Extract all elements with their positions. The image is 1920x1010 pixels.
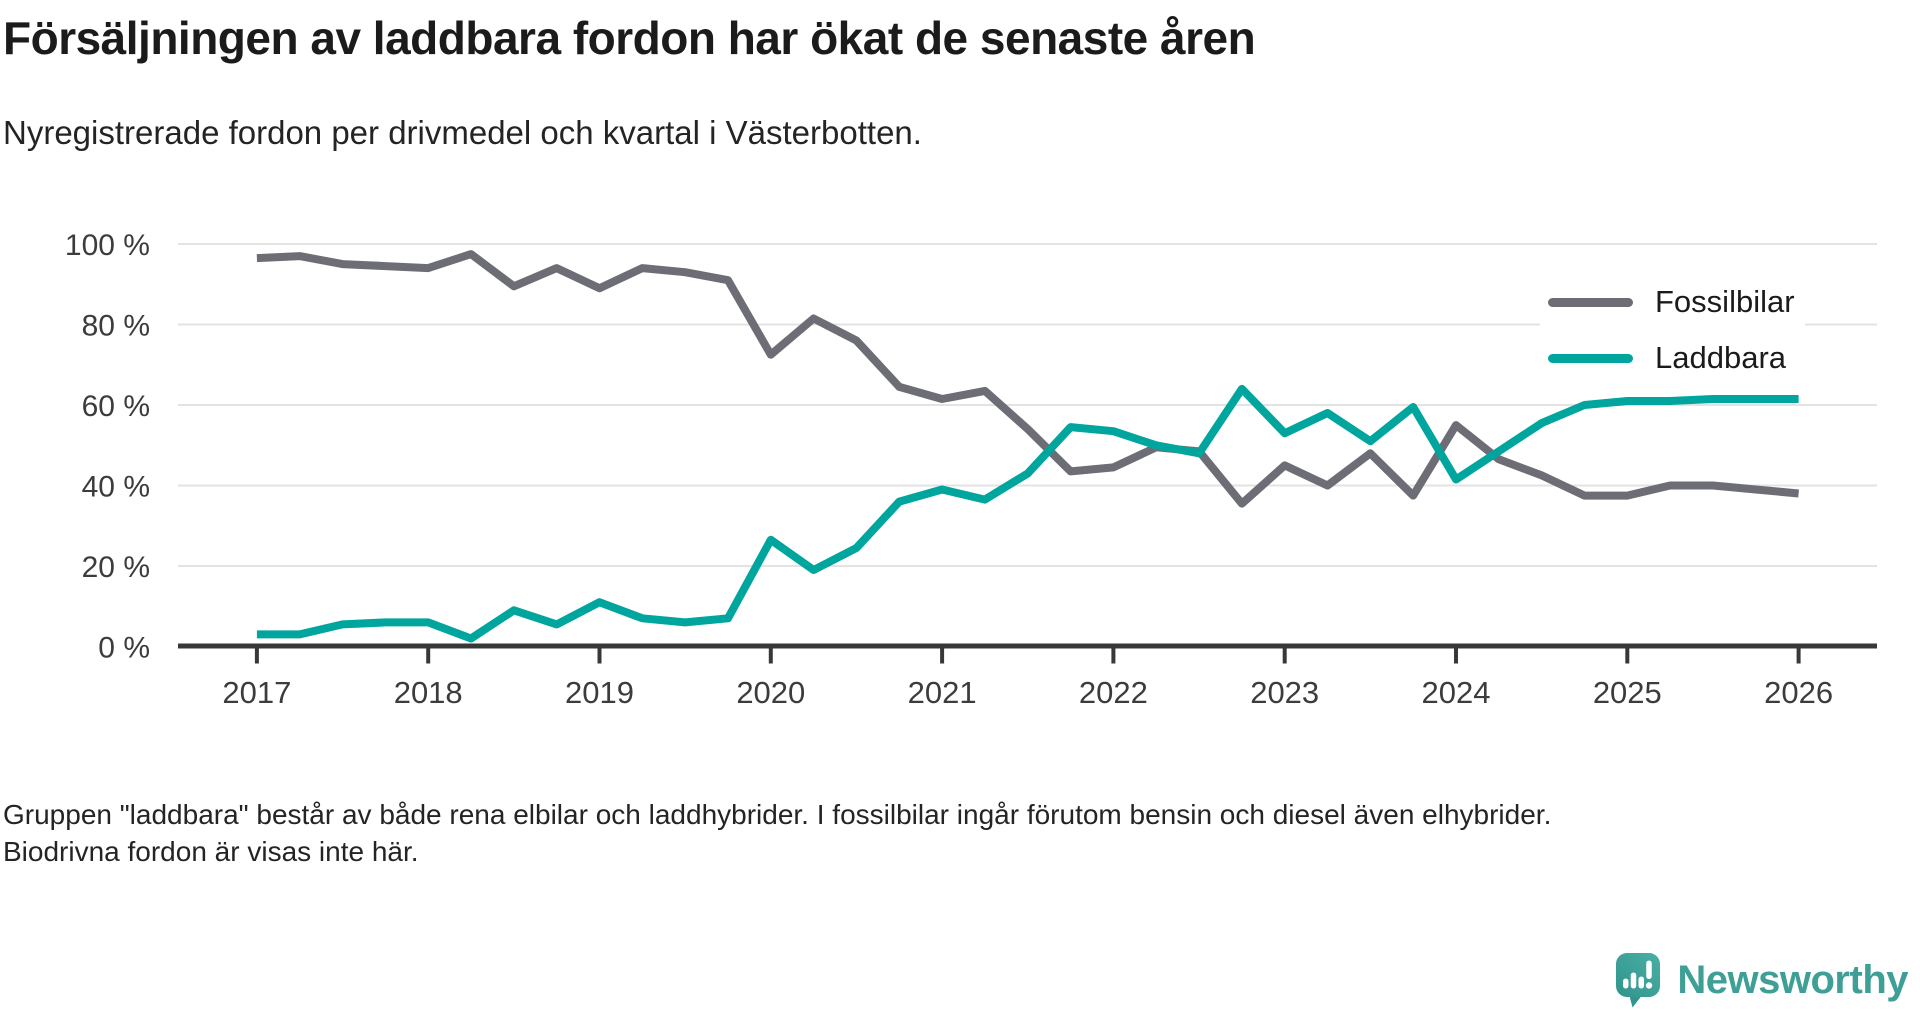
series-line-fossilbilar (256, 250, 1799, 508)
fossilbilar-line-swatch-icon (1548, 297, 1633, 307)
newsworthy-logo[interactable]: Newsworthy (1615, 952, 1908, 1008)
y-tick-label: 60 % (82, 390, 150, 423)
y-tick-label: 20 % (82, 551, 150, 584)
page-subtitle: Nyregistrerade fordon per drivmedel och … (3, 114, 922, 151)
speech-bubble-bar-chart-exclamation-icon (1616, 953, 1661, 1008)
x-tick-label: 2018 (394, 675, 463, 710)
y-tick-label: 40 % (82, 471, 150, 504)
legend-item-laddbara: Laddbara (1548, 330, 1795, 386)
chart-legend: Fossilbilar Laddbara (1540, 274, 1805, 386)
x-tick-label: 2024 (1422, 675, 1491, 710)
legend-item-fossilbilar: Fossilbilar (1548, 274, 1795, 330)
y-tick-label: 80 % (82, 310, 150, 343)
legend-label: Laddbara (1655, 340, 1787, 375)
laddbara-line-swatch-icon (1548, 353, 1633, 363)
y-tick-label: 100 % (65, 229, 150, 262)
legend-label: Fossilbilar (1655, 284, 1795, 319)
x-tick-label: 2017 (222, 675, 291, 710)
x-tick-label: 2026 (1764, 675, 1833, 710)
x-tick-label: 2021 (908, 675, 977, 710)
brand-name: Newsworthy (1677, 957, 1908, 1002)
x-tick-label: 2020 (736, 675, 805, 710)
x-tick-label: 2025 (1593, 675, 1662, 710)
x-tick-label: 2022 (1079, 675, 1148, 710)
page-title: Försäljningen av laddbara fordon har öka… (3, 12, 1256, 64)
x-tick-label: 2019 (565, 675, 634, 710)
x-tick-label: 2023 (1250, 675, 1319, 710)
y-tick-label: 0 % (98, 632, 150, 665)
chart-footnote: Gruppen "laddbara" består av både rena e… (3, 799, 1552, 867)
series-line-laddbara (256, 384, 1799, 643)
